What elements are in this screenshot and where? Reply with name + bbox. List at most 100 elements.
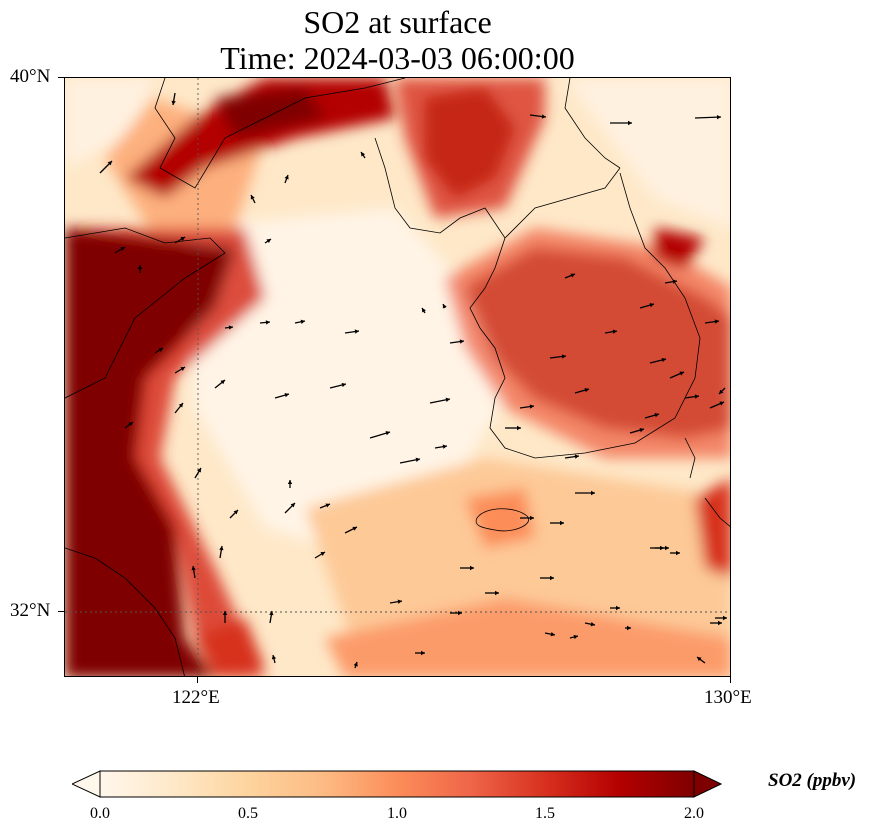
wind-vector-head xyxy=(158,348,163,352)
wind-vector-head xyxy=(628,120,632,126)
wind-vector-head xyxy=(197,468,201,473)
wind-vector-head xyxy=(550,632,555,637)
colorbar-body xyxy=(99,770,695,798)
wind-vector-head xyxy=(517,425,521,431)
colorbar-extend-min xyxy=(70,770,101,798)
map-frame xyxy=(64,77,731,677)
wind-vector-head xyxy=(723,615,727,621)
wind-vector-head xyxy=(718,620,722,626)
wind-vector-head xyxy=(616,605,620,611)
colorbar-tick-0: 0.0 xyxy=(90,805,110,822)
map-title: SO2 at surface xyxy=(303,4,492,40)
colorbar-tick-3: 1.5 xyxy=(535,805,555,822)
wind-vector xyxy=(694,116,722,119)
lon-tick-122: 122°E xyxy=(172,687,220,708)
coastlines xyxy=(65,78,730,676)
wind-vector-head xyxy=(550,575,554,581)
lat-tickmark-32 xyxy=(58,611,64,612)
wind-vector-head xyxy=(222,611,228,615)
lon-tick-130: 130°E xyxy=(704,687,752,708)
so2-plumes xyxy=(65,78,730,676)
lat-tickmark-40 xyxy=(58,77,64,78)
wind-vector-head xyxy=(171,100,176,105)
wind-vector-head xyxy=(137,265,143,269)
wind-vector-head xyxy=(529,404,534,409)
colorbar-extend-max xyxy=(693,770,723,798)
wind-vector-head xyxy=(445,397,450,402)
wind-vector-head xyxy=(228,325,233,330)
wind-vector-head xyxy=(661,357,666,363)
wind-vector-head xyxy=(265,320,270,325)
wind-vector-head xyxy=(415,457,420,462)
wind-vector-head xyxy=(191,566,196,571)
wind-vector-head xyxy=(353,662,358,667)
wind-vector-head xyxy=(325,503,330,508)
wind-vector-head xyxy=(458,610,462,616)
wind-vector-head xyxy=(541,114,546,119)
wind-vector-head xyxy=(250,195,255,200)
wind-vector-head xyxy=(287,480,293,484)
wind-vector-head xyxy=(422,308,426,313)
colorbar-label: SO2 (ppbv) xyxy=(768,770,857,791)
wind-vector-head xyxy=(354,329,359,334)
wind-vector-head xyxy=(679,371,684,376)
wind-vector-head xyxy=(341,382,346,388)
wind-vector-head xyxy=(128,422,133,427)
wind-vector-head xyxy=(107,161,112,166)
wind-vector-head xyxy=(530,515,534,521)
wind-vector-head xyxy=(385,431,390,436)
wind-vector-head xyxy=(584,387,589,393)
wind-vector-head xyxy=(300,319,305,324)
gridlines xyxy=(65,78,730,676)
wind-vector-head xyxy=(233,510,238,515)
wind-vector-head xyxy=(180,237,185,241)
wind-vector-head xyxy=(714,319,719,324)
wind-vector-head xyxy=(697,657,702,662)
wind-vector-head xyxy=(574,454,579,459)
wind-vector-head xyxy=(560,520,564,526)
wind-vector-head xyxy=(639,427,644,433)
wind-vector-head xyxy=(361,152,366,157)
wind-vector-head xyxy=(284,392,289,398)
colorbar-tick-2: 1.0 xyxy=(387,805,407,822)
so2-field xyxy=(65,78,730,676)
wind-vector-head xyxy=(442,304,447,309)
colorbar-tick-4: 2.0 xyxy=(684,805,704,822)
wind-vector-head xyxy=(694,394,699,399)
wind-vector-head xyxy=(649,302,654,308)
wind-vector-head xyxy=(612,329,617,334)
wind-vector-head xyxy=(716,114,721,120)
wind-vectors xyxy=(99,92,727,669)
wind-vector-head xyxy=(320,552,325,556)
wind-vector-head xyxy=(397,599,402,604)
wind-vector-head xyxy=(590,622,595,627)
wind-vector-head xyxy=(719,389,724,394)
wind-vector-head xyxy=(665,545,669,551)
wind-vector-head xyxy=(470,565,474,571)
wind-vector-head xyxy=(178,403,183,408)
wind-vector-head xyxy=(352,526,357,531)
wind-vector-head xyxy=(573,634,578,640)
colorbar xyxy=(70,770,723,798)
wind-vector-head xyxy=(570,273,575,278)
wind-vector-head xyxy=(120,247,125,251)
wind-vector-head xyxy=(290,503,295,508)
lon-tickmark-130 xyxy=(730,677,731,683)
lat-tick-40: 40°N xyxy=(10,66,51,87)
wind-vector-head xyxy=(220,380,225,385)
wind-vector-head xyxy=(219,546,224,551)
wind-vector-head xyxy=(269,611,274,616)
wind-vector-head xyxy=(266,239,271,244)
colorbar-gradient xyxy=(70,770,723,798)
wind-vector-head xyxy=(654,412,659,418)
wind-vector-head xyxy=(459,339,464,344)
colorbar-tick-1: 0.5 xyxy=(238,805,258,822)
lat-tick-32: 32°N xyxy=(10,600,51,621)
lon-tickmark-122 xyxy=(197,677,198,683)
map-subtitle-time: Time: 2024-03-03 06:00:00 xyxy=(220,40,575,76)
wind-vector-head xyxy=(591,490,595,496)
wind-vector-head xyxy=(421,650,425,656)
wind-vector-head xyxy=(180,367,185,371)
wind-vector-head xyxy=(676,550,680,556)
wind-vector-head xyxy=(495,590,499,596)
